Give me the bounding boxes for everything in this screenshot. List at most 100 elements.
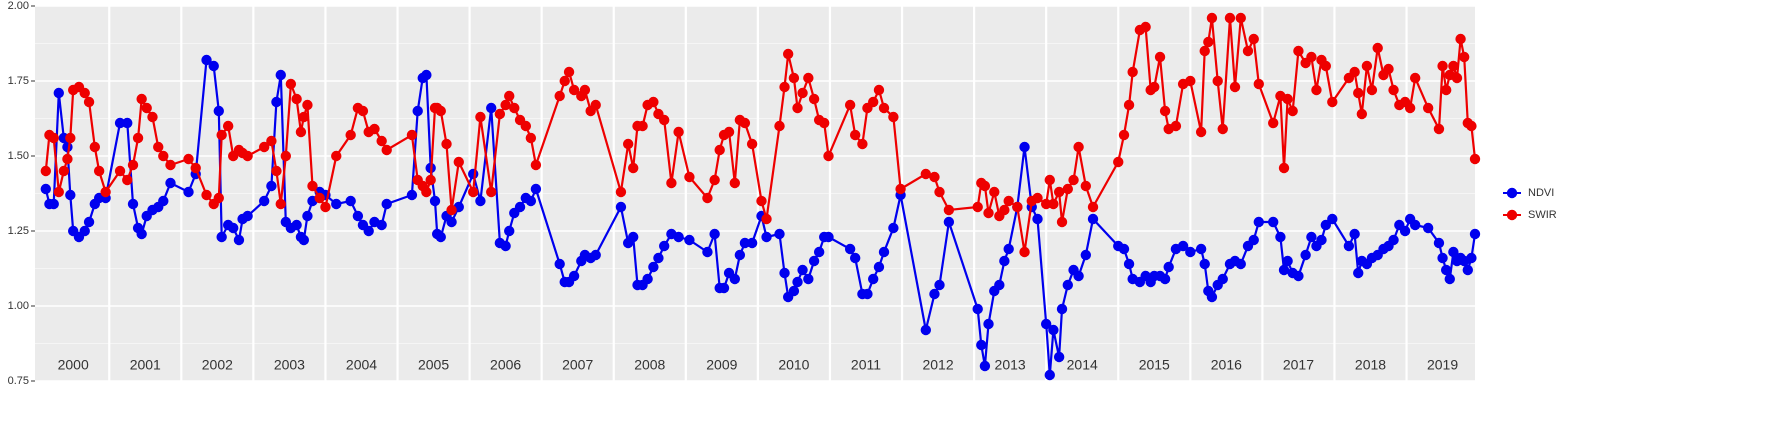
point [331, 150, 342, 162]
point [40, 183, 52, 195]
point [1399, 225, 1411, 237]
point [258, 195, 270, 207]
year-label: 2019 [1427, 357, 1458, 373]
point [761, 231, 772, 243]
point [999, 255, 1010, 267]
point [615, 186, 627, 198]
point [642, 273, 653, 285]
point [888, 111, 899, 123]
point [190, 162, 201, 174]
point [357, 105, 369, 117]
point [739, 237, 751, 249]
point [1372, 42, 1383, 54]
y-tick-label: 1.25 [8, 225, 29, 237]
legend-point [1506, 209, 1518, 221]
point [275, 69, 286, 81]
point [435, 105, 446, 117]
legend-point [1506, 187, 1518, 199]
point [849, 252, 861, 264]
point [369, 123, 380, 135]
point [1293, 270, 1304, 282]
point [1327, 96, 1338, 108]
point [1404, 102, 1416, 114]
point [136, 228, 147, 240]
point [53, 186, 64, 198]
point [1032, 192, 1043, 204]
year-label: 2016 [1211, 357, 1242, 373]
point [467, 168, 479, 180]
point [723, 126, 735, 138]
point [1154, 51, 1166, 63]
point [1278, 264, 1290, 276]
point [1206, 12, 1218, 24]
point [1253, 216, 1264, 228]
point [1203, 36, 1214, 48]
point [994, 279, 1005, 291]
point [1056, 303, 1068, 315]
point [412, 105, 423, 117]
point [862, 288, 873, 300]
point [1316, 234, 1327, 246]
point [920, 168, 932, 180]
year-label: 2006 [490, 357, 521, 373]
point [972, 303, 983, 315]
point [1224, 12, 1236, 24]
point [714, 144, 725, 156]
point [530, 183, 542, 195]
point [376, 135, 387, 147]
point [1199, 258, 1210, 270]
point [1383, 63, 1394, 75]
point [1282, 93, 1293, 105]
point [590, 99, 601, 111]
point [216, 231, 227, 243]
y-tick-label: 1.50 [8, 150, 29, 162]
point [1343, 240, 1355, 252]
point [684, 234, 695, 246]
point [1287, 105, 1298, 117]
point [504, 225, 515, 237]
point [658, 114, 670, 126]
point [684, 171, 695, 183]
point [525, 195, 537, 207]
point [1388, 84, 1399, 96]
point [122, 174, 133, 186]
point [1327, 213, 1338, 225]
point [788, 72, 800, 84]
point [1206, 291, 1218, 303]
point [1163, 261, 1174, 273]
point [648, 96, 659, 108]
point [475, 111, 486, 123]
point [648, 261, 659, 273]
point [363, 225, 374, 237]
point [568, 84, 580, 96]
point [475, 195, 486, 207]
point [702, 246, 713, 258]
point [79, 225, 90, 237]
point [486, 186, 497, 198]
point [500, 99, 511, 111]
point [823, 231, 834, 243]
point [797, 87, 808, 99]
point [983, 207, 994, 219]
point [1127, 66, 1138, 78]
point [709, 228, 720, 240]
point [779, 81, 790, 93]
point [779, 267, 790, 279]
legend-label: SWIR [1528, 209, 1557, 221]
point [1048, 198, 1059, 210]
point [1019, 246, 1030, 258]
point [637, 120, 648, 132]
point [1248, 33, 1259, 45]
point [622, 138, 634, 150]
point [62, 153, 73, 165]
point [65, 189, 76, 201]
year-label: 2005 [418, 357, 449, 373]
year-label: 2009 [706, 357, 737, 373]
year-label: 2017 [1283, 357, 1314, 373]
point [615, 201, 627, 213]
point [421, 69, 432, 81]
point [1140, 21, 1151, 33]
point [803, 273, 814, 285]
point [979, 180, 991, 192]
point [441, 138, 452, 150]
